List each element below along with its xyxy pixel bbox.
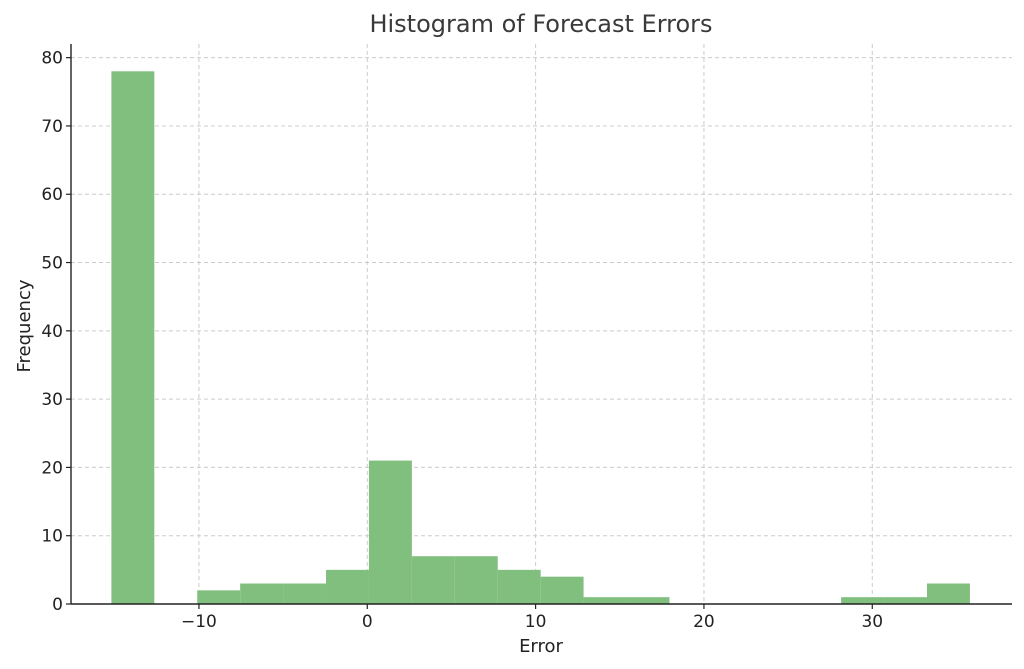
histogram-bar — [926, 583, 970, 604]
histogram-bar — [283, 583, 327, 604]
histogram-bar — [884, 597, 927, 604]
y-axis-label: Frequency — [14, 279, 35, 372]
histogram-bar — [111, 71, 155, 604]
x-tick-label: 10 — [525, 612, 547, 632]
histogram-bar — [841, 597, 885, 604]
histogram-bar — [497, 569, 541, 604]
x-tick-label: 20 — [693, 612, 715, 632]
y-tick-label: 70 — [41, 117, 63, 137]
x-axis-label: Error — [519, 636, 563, 657]
y-tick-label: 30 — [41, 390, 63, 410]
y-ticks: 0 10 20 30 40 50 60 70 80 — [41, 49, 71, 615]
histogram-bar — [197, 590, 241, 604]
y-tick-label: 50 — [41, 254, 63, 274]
chart-title: Histogram of Forecast Errors — [369, 10, 712, 38]
y-tick-label: 80 — [41, 49, 63, 69]
y-tick-label: 10 — [41, 527, 63, 547]
x-tick-label: −10 — [181, 612, 217, 632]
x-tick-label: 30 — [861, 612, 883, 632]
histogram-bar — [583, 597, 627, 604]
histogram-bar — [326, 569, 369, 604]
histogram-bar — [411, 556, 455, 604]
y-tick-label: 40 — [41, 322, 63, 342]
x-tick-label: 0 — [362, 612, 373, 632]
axes — [70, 44, 1012, 605]
bars — [111, 71, 970, 604]
histogram-bar — [454, 556, 498, 604]
y-tick-label: 20 — [41, 458, 63, 478]
histogram-bar — [368, 460, 412, 604]
y-tick-label: 0 — [52, 595, 63, 615]
y-tick-label: 60 — [41, 185, 63, 205]
histogram-bar — [626, 597, 670, 604]
x-ticks: −10 0 10 20 30 — [181, 604, 883, 632]
histogram-bar — [240, 583, 284, 604]
grid — [71, 44, 1012, 605]
histogram-bar — [540, 576, 584, 604]
